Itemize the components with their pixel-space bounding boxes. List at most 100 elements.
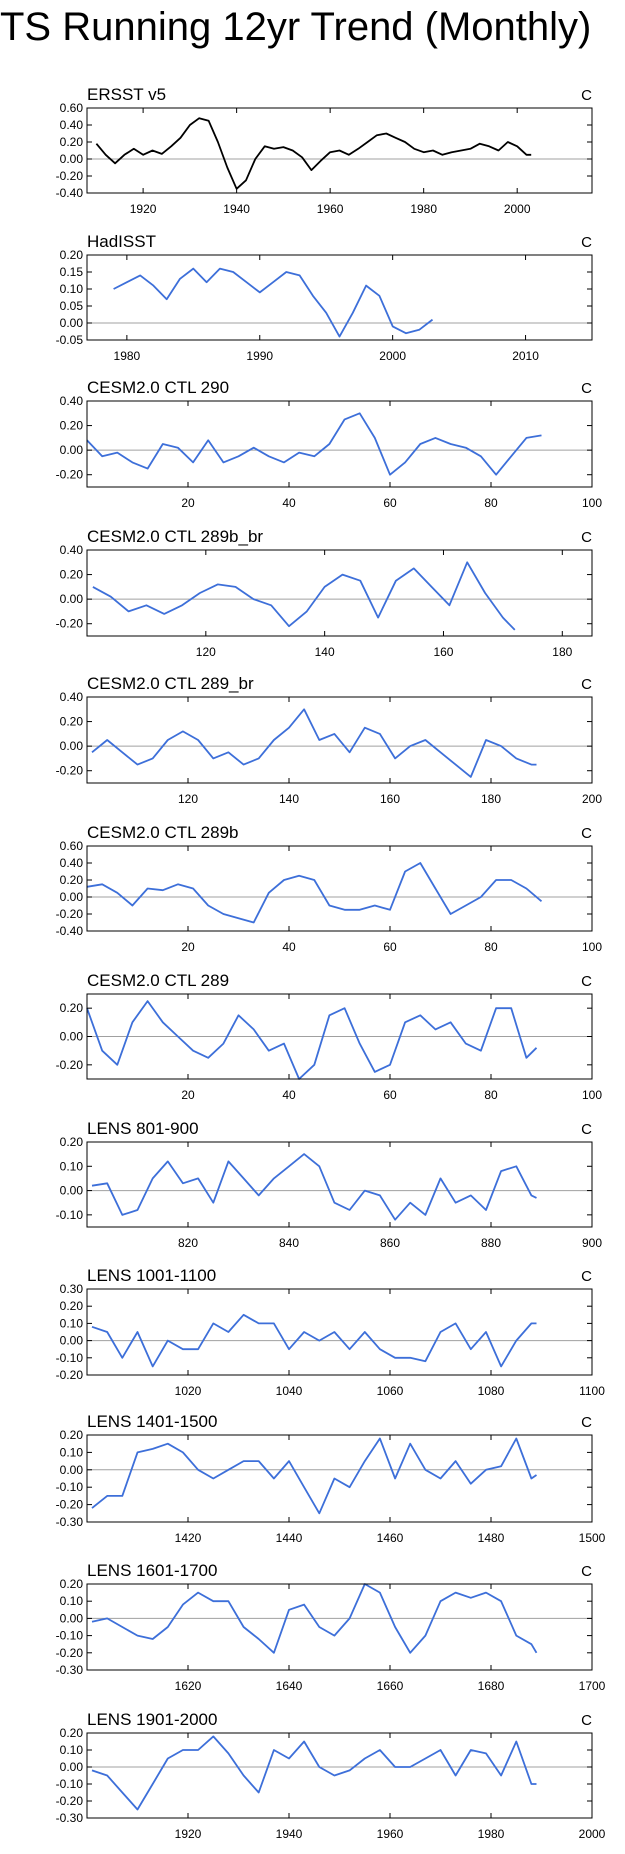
x-tick-label: 1920 bbox=[175, 1827, 202, 1841]
y-tick-label: 0.10 bbox=[60, 1159, 84, 1173]
x-tick-label: 1980 bbox=[410, 202, 437, 216]
x-tick-label: 840 bbox=[279, 1236, 299, 1250]
series-line bbox=[95, 117, 532, 190]
y-tick-label: 0.20 bbox=[60, 1577, 84, 1591]
plot-frame bbox=[86, 1583, 593, 1671]
plot-frame bbox=[86, 400, 593, 488]
x-tick-label: 180 bbox=[552, 645, 572, 659]
series-line bbox=[91, 1437, 538, 1515]
y-tick-label: 0.40 bbox=[60, 543, 84, 557]
x-tick-label: 1020 bbox=[175, 1384, 202, 1398]
x-tick-label: 1660 bbox=[377, 1679, 404, 1693]
y-tick-label: 0.30 bbox=[60, 1282, 84, 1296]
x-tick-label: 20 bbox=[181, 496, 195, 510]
y-tick-label: -0.10 bbox=[56, 1480, 84, 1494]
y-tick-label: -0.30 bbox=[56, 1811, 84, 1825]
y-tick-label: 0.20 bbox=[60, 715, 84, 729]
y-tick-label: 0.15 bbox=[60, 265, 84, 279]
x-tick-label: 1700 bbox=[579, 1679, 606, 1693]
plot-frame bbox=[86, 696, 593, 784]
x-tick-label: 80 bbox=[484, 940, 498, 954]
chart-panel: -0.20 0.00 0.20 20 40 60 80 100 CESM2.0 CTL 289 C bbox=[56, 971, 603, 1102]
y-tick-label: 0.40 bbox=[60, 394, 84, 408]
y-tick-label: 0.00 bbox=[60, 1184, 84, 1198]
y-tick-label: 0.20 bbox=[60, 1299, 84, 1313]
x-tick-label: 1990 bbox=[246, 349, 273, 363]
y-tick-label: 0.60 bbox=[60, 101, 84, 115]
y-tick-label: -0.10 bbox=[56, 1777, 84, 1791]
x-tick-label: 1640 bbox=[276, 1679, 303, 1693]
units-label: C bbox=[581, 380, 592, 397]
x-tick-label: 200 bbox=[582, 792, 602, 806]
series-line bbox=[91, 708, 537, 778]
x-tick-label: 2000 bbox=[579, 1827, 606, 1841]
series-line bbox=[91, 1735, 537, 1811]
series-line bbox=[91, 1583, 538, 1654]
chart-panel: -0.10 0.00 0.10 0.20 820 840 860 880 900 LENS 801… bbox=[56, 1119, 603, 1250]
chart-title: HadISST bbox=[87, 232, 156, 251]
x-tick-label: 1980 bbox=[478, 1827, 505, 1841]
series-line bbox=[91, 1313, 537, 1368]
chart-title: CESM2.0 CTL 290 bbox=[87, 378, 229, 397]
y-tick-label: 0.00 bbox=[60, 1611, 84, 1625]
y-tick-label: -0.20 bbox=[56, 1368, 84, 1382]
units-label: C bbox=[581, 1121, 592, 1138]
y-tick-label: 0.60 bbox=[60, 839, 84, 853]
x-tick-label: 900 bbox=[582, 1236, 602, 1250]
x-tick-label: 1920 bbox=[130, 202, 157, 216]
units-label: C bbox=[581, 1268, 592, 1285]
chart-title: LENS 1901-2000 bbox=[87, 1710, 217, 1729]
x-tick-label: 1960 bbox=[317, 202, 344, 216]
x-tick-label: 100 bbox=[582, 940, 602, 954]
x-tick-label: 80 bbox=[484, 1088, 498, 1102]
x-tick-label: 1480 bbox=[478, 1531, 505, 1545]
plot-frame bbox=[86, 254, 593, 341]
y-tick-label: 0.20 bbox=[60, 1726, 84, 1740]
y-tick-label: 0.00 bbox=[60, 1760, 84, 1774]
x-tick-label: 140 bbox=[279, 792, 299, 806]
y-tick-label: 0.10 bbox=[60, 1743, 84, 1757]
y-tick-label: 0.00 bbox=[60, 443, 84, 457]
x-tick-label: 100 bbox=[582, 496, 602, 510]
units-label: C bbox=[581, 1414, 592, 1431]
x-tick-label: 100 bbox=[582, 1088, 602, 1102]
series-line bbox=[113, 267, 434, 338]
units-label: C bbox=[581, 973, 592, 990]
y-tick-label: 0.10 bbox=[60, 1445, 84, 1459]
x-tick-label: 60 bbox=[383, 1088, 397, 1102]
chart-title: CESM2.0 CTL 289b_br bbox=[87, 527, 263, 546]
chart-panel: -0.40 -0.20 0.00 0.20 0.40 0.60 20 40 60 80 100 CES… bbox=[56, 823, 603, 954]
plot-frame bbox=[86, 845, 593, 932]
y-tick-label: 0.00 bbox=[60, 1030, 84, 1044]
x-tick-label: 820 bbox=[178, 1236, 198, 1250]
x-tick-label: 1420 bbox=[175, 1531, 202, 1545]
chart-title: CESM2.0 CTL 289 bbox=[87, 971, 229, 990]
x-tick-label: 1080 bbox=[478, 1384, 505, 1398]
y-tick-label: 0.20 bbox=[60, 1001, 84, 1015]
y-tick-label: 0.00 bbox=[60, 739, 84, 753]
chart-panel: -0.40 -0.20 0.00 0.20 0.40 0.60 1920 1940 1960 19… bbox=[56, 85, 593, 216]
y-tick-label: -0.20 bbox=[56, 169, 84, 183]
x-tick-label: 1620 bbox=[175, 1679, 202, 1693]
units-label: C bbox=[581, 1712, 592, 1729]
y-tick-label: 0.20 bbox=[60, 873, 84, 887]
y-tick-label: 0.40 bbox=[60, 690, 84, 704]
chart-panel: -0.20 0.00 0.20 0.40 20 40 60 80 100 CESM2.0 CTL … bbox=[56, 378, 603, 510]
x-tick-label: 1940 bbox=[223, 202, 250, 216]
y-tick-label: 0.20 bbox=[60, 568, 84, 582]
chart-panel: -0.30 -0.20 -0.10 0.00 0.10 0.20 1920 1940 1960 1… bbox=[56, 1710, 606, 1841]
units-label: C bbox=[581, 676, 592, 693]
y-tick-label: 0.20 bbox=[60, 135, 84, 149]
x-tick-label: 180 bbox=[481, 792, 501, 806]
y-tick-label: -0.30 bbox=[56, 1663, 84, 1677]
x-tick-label: 40 bbox=[282, 1088, 296, 1102]
chart-title: ERSST v5 bbox=[87, 85, 166, 104]
x-tick-label: 1100 bbox=[579, 1384, 605, 1398]
x-tick-label: 1060 bbox=[377, 1384, 404, 1398]
x-tick-label: 1960 bbox=[377, 1827, 404, 1841]
plot-frame bbox=[86, 107, 593, 194]
y-tick-label: 0.00 bbox=[60, 316, 84, 330]
series-line bbox=[86, 412, 542, 476]
x-tick-label: 860 bbox=[380, 1236, 400, 1250]
